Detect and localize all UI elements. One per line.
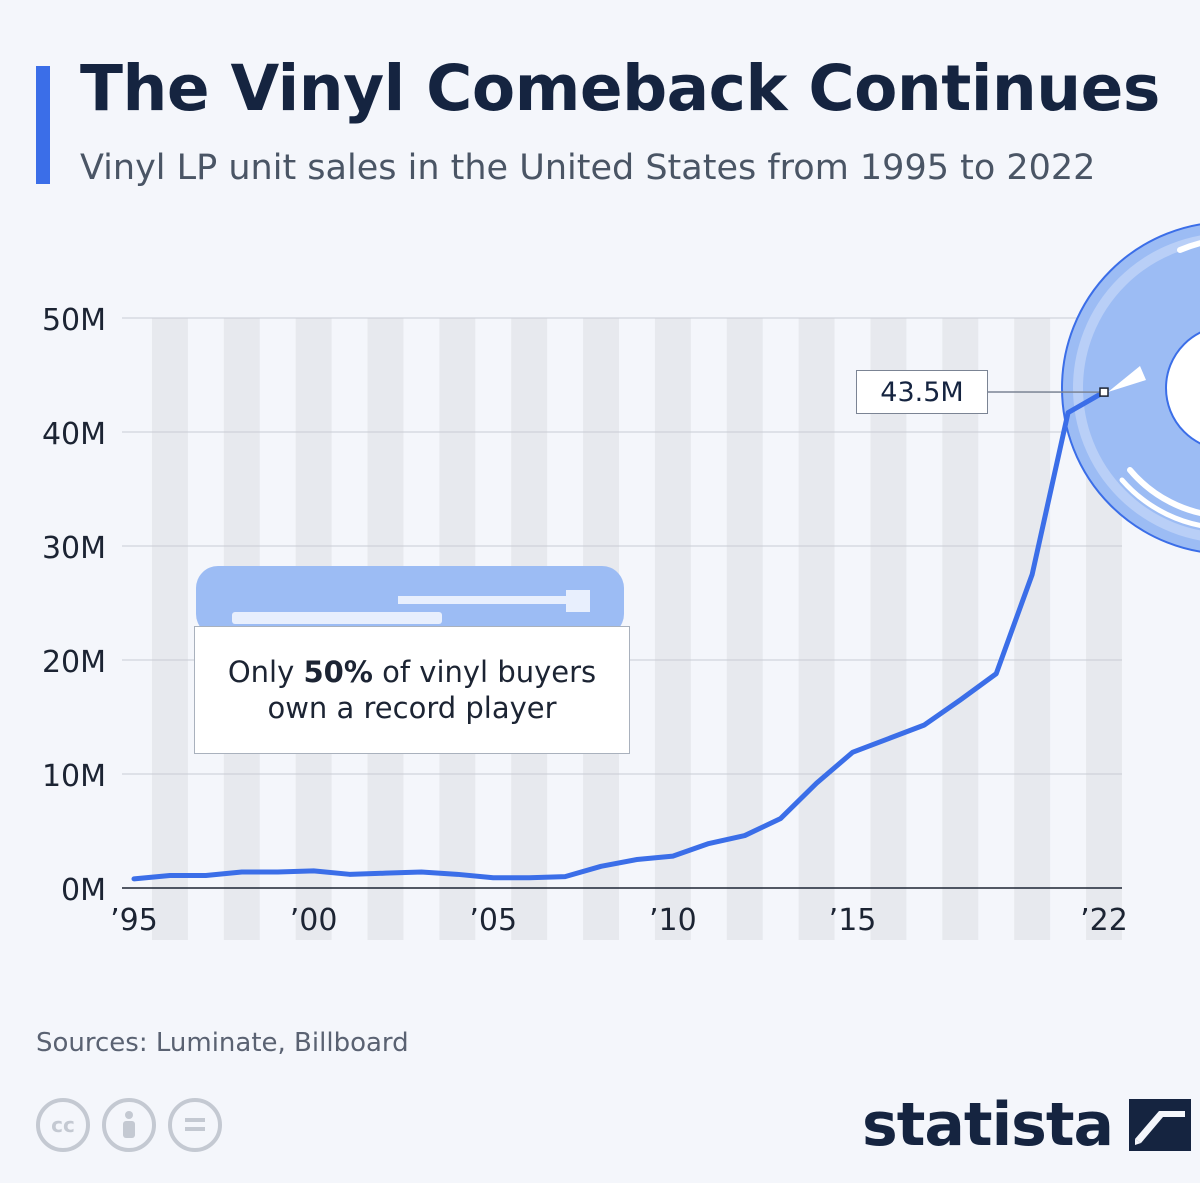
record-player-callout: Only 50% of vinyl buyers own a record pl… [194, 626, 630, 754]
vinyl-record-illustration [1061, 223, 1200, 553]
tonearm-pivot [566, 590, 590, 612]
callout-text-before: Only [227, 655, 304, 689]
x-tick-label: ’00 [290, 903, 338, 938]
attribution-icon[interactable] [102, 1098, 156, 1152]
turntable-platter [232, 612, 442, 624]
annotation-marker [1099, 387, 1109, 397]
record-label [1165, 331, 1200, 445]
x-tick-label: ’95 [110, 903, 158, 938]
y-tick-label: 0M [61, 873, 106, 908]
x-tick-label: ’15 [829, 903, 877, 938]
y-tick-label: 10M [42, 759, 106, 794]
y-tick-label: 30M [42, 531, 106, 566]
y-tick-label: 50M [42, 303, 106, 338]
statista-logo-icon [1129, 1099, 1192, 1151]
record-glint [1108, 366, 1146, 392]
year-stripe [942, 318, 979, 940]
series-line [131, 389, 1107, 882]
no-derivatives-icon[interactable] [168, 1098, 222, 1152]
tonearm [398, 596, 568, 604]
license-icons: cc [36, 1098, 222, 1152]
x-tick-label: ’10 [649, 903, 697, 938]
year-stripe [654, 318, 691, 940]
callout-line-2: own a record player [267, 691, 557, 725]
record-highlight [1119, 477, 1200, 528]
last-value-label: 43.5M [856, 370, 988, 414]
brand-name: statista [862, 1090, 1114, 1160]
y-tick-label: 20M [42, 645, 106, 680]
title-accent-bar [36, 66, 50, 184]
statista-brand[interactable]: statista [862, 1090, 1192, 1160]
source-text: Sources: Luminate, Billboard [36, 1028, 409, 1058]
callout-percentage: 50% [303, 655, 373, 689]
year-stripe [151, 318, 188, 940]
callout-text-after: of vinyl buyers [372, 655, 597, 689]
record-player-illustration [196, 566, 624, 636]
x-tick-label: ’22 [1080, 903, 1128, 938]
year-stripe [870, 318, 907, 940]
year-stripe [726, 318, 763, 940]
year-stripe [1014, 318, 1051, 940]
x-tick-label: ’05 [469, 903, 517, 938]
record-groove [1073, 235, 1200, 541]
y-tick-label: 40M [42, 417, 106, 452]
callout-line-1: Only 50% of vinyl buyers [228, 654, 596, 690]
record-highlight [1127, 467, 1200, 517]
record-highlight [1177, 240, 1200, 253]
year-stripe [798, 318, 835, 940]
chart-title: The Vinyl Comeback Continues [80, 52, 1160, 125]
chart-subtitle: Vinyl LP unit sales in the United States… [80, 148, 1096, 188]
cc-icon[interactable]: cc [36, 1098, 90, 1152]
